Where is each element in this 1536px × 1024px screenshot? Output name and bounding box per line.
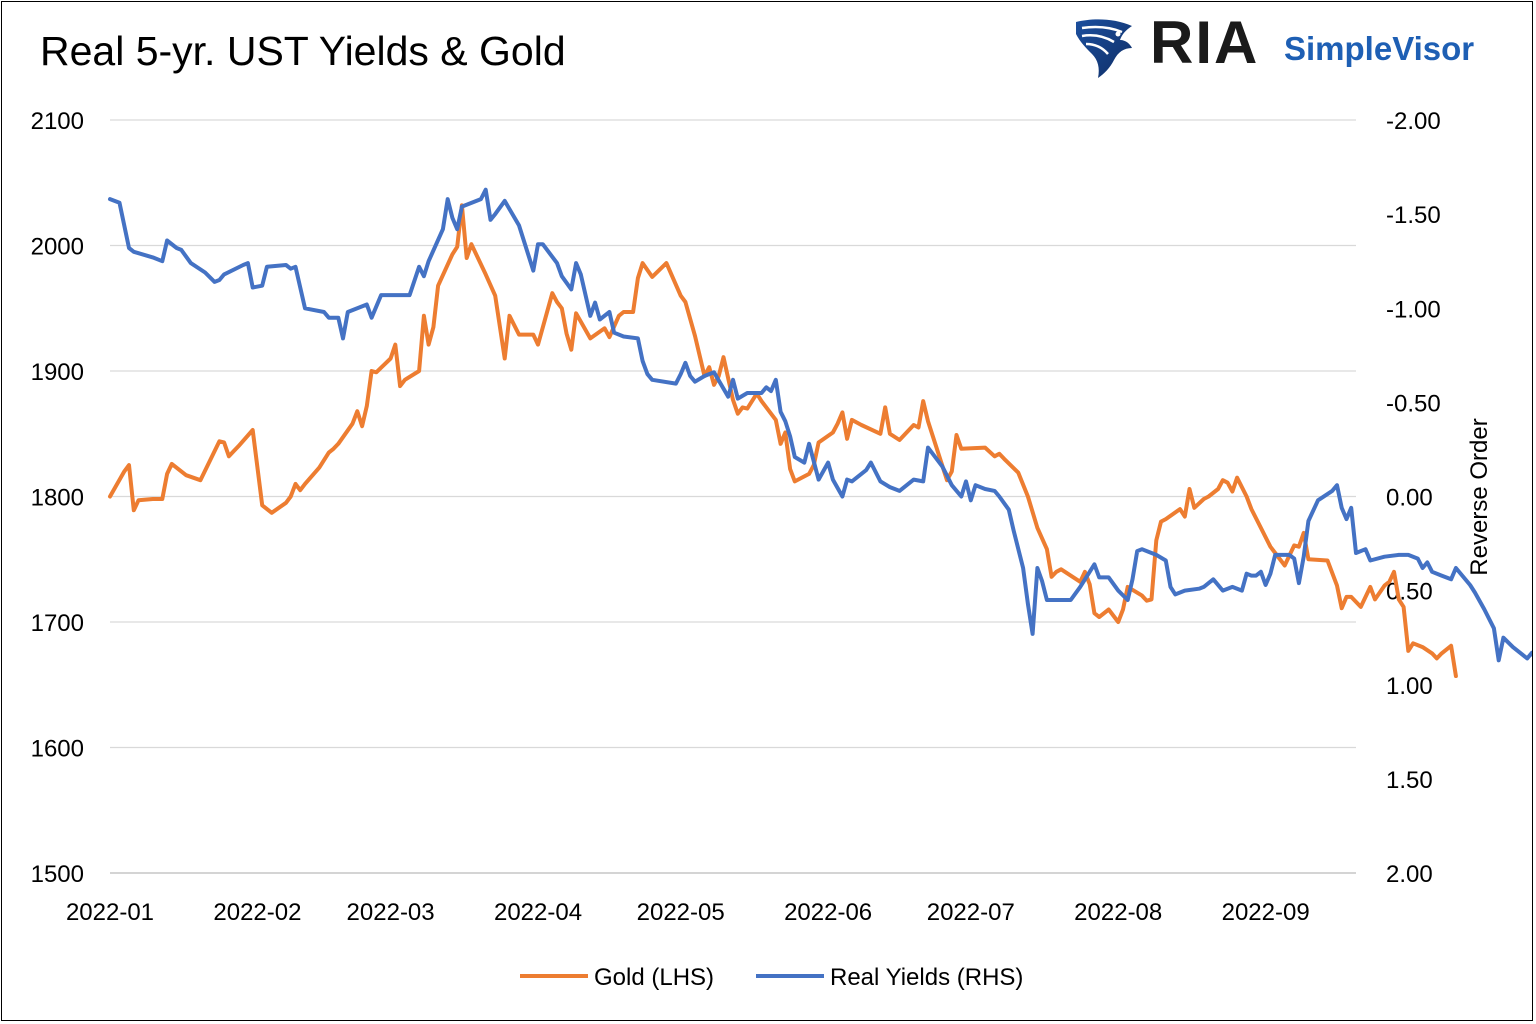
y-left-tick-label: 1800 bbox=[31, 485, 84, 512]
x-tick-label: 2022-06 bbox=[784, 899, 872, 926]
series-line-real-yields bbox=[108, 187, 1532, 663]
x-tick-label: 2022-01 bbox=[66, 899, 154, 926]
brand-logo: RIA SimpleVisor bbox=[1070, 9, 1510, 84]
x-tick-label: 2022-03 bbox=[347, 899, 435, 926]
y-right-tick-label: 0.50 bbox=[1386, 579, 1433, 606]
x-tick-label: 2022-09 bbox=[1222, 899, 1310, 926]
x-tick-label: 2022-05 bbox=[637, 899, 725, 926]
series-line-gold bbox=[108, 203, 1458, 678]
y-right-tick-label: -1.50 bbox=[1386, 202, 1441, 229]
y-left-tick-label: 1700 bbox=[31, 610, 84, 637]
y-right-tick-label: 1.00 bbox=[1386, 673, 1433, 700]
brand-product: SimpleVisor bbox=[1284, 30, 1475, 67]
x-tick-label: 2022-08 bbox=[1074, 899, 1162, 926]
legend-real-yields-label: Real Yields (RHS) bbox=[830, 964, 1023, 991]
x-tick-label: 2022-07 bbox=[927, 899, 1015, 926]
brand-name: RIA bbox=[1150, 9, 1260, 76]
x-tick-label: 2022-04 bbox=[494, 899, 582, 926]
y-left-tick-label: 2000 bbox=[31, 234, 84, 261]
y-right-tick-label: -2.00 bbox=[1386, 108, 1441, 135]
y-right-axis-title: Reverse Order bbox=[1466, 418, 1493, 575]
x-tick-label: 2022-02 bbox=[213, 899, 301, 926]
legend-gold-label: Gold (LHS) bbox=[594, 964, 714, 991]
y-left-tick-label: 1500 bbox=[31, 861, 84, 888]
y-left-tick-label: 2100 bbox=[31, 108, 84, 135]
y-right-tick-label: 0.00 bbox=[1386, 485, 1433, 512]
y-right-tick-label: -0.50 bbox=[1386, 390, 1441, 417]
y-right-tick-label: 1.50 bbox=[1386, 767, 1433, 794]
chart-title: Real 5-yr. UST Yields & Gold bbox=[40, 28, 566, 74]
eagle-icon bbox=[1076, 19, 1132, 79]
y-left-tick-label: 1600 bbox=[31, 736, 84, 763]
y-left-tick-label: 1900 bbox=[31, 359, 84, 386]
y-right-tick-label: -1.00 bbox=[1386, 296, 1441, 323]
y-right-tick-label: 2.00 bbox=[1386, 861, 1433, 888]
